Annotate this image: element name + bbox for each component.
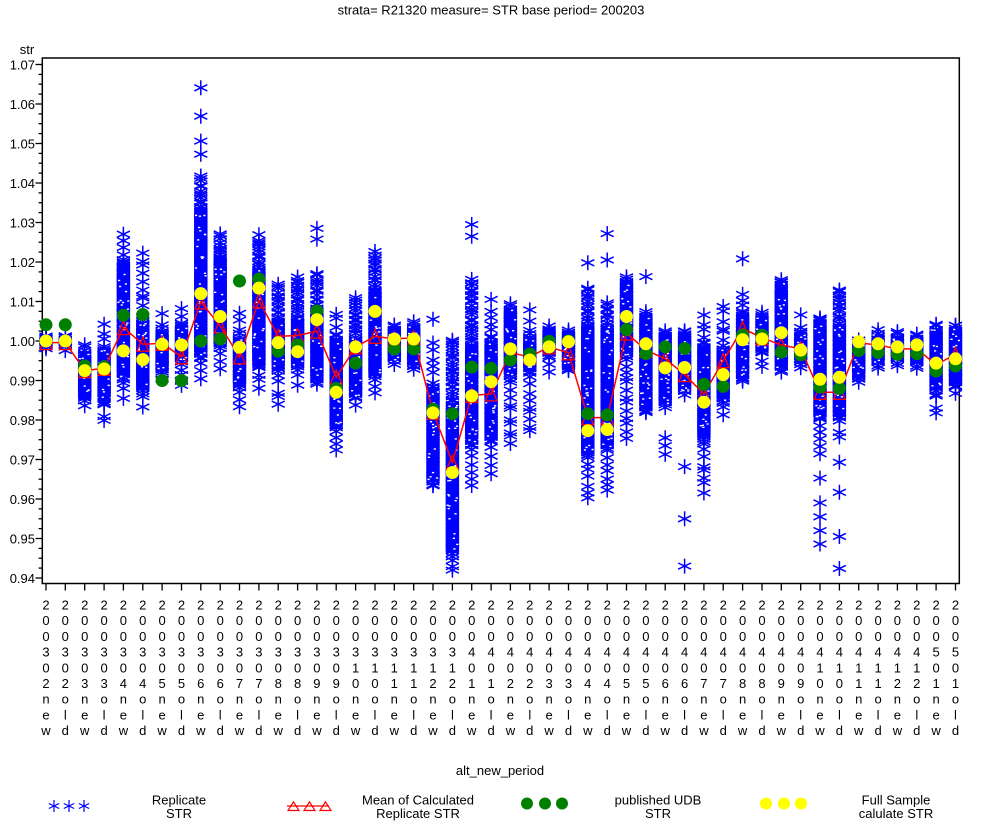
svg-text:published UDB: published UDB xyxy=(615,793,702,808)
svg-text:Mean of Calculated: Mean of Calculated xyxy=(362,793,474,808)
svg-text:0.94: 0.94 xyxy=(10,571,35,586)
svg-text:1.00: 1.00 xyxy=(10,334,35,349)
svg-text:alt_new_period: alt_new_period xyxy=(456,763,544,778)
svg-text:000000000000000000000000000000: 0000000000000000000000000000000000000000… xyxy=(42,613,959,628)
svg-text:1.03: 1.03 xyxy=(10,216,35,231)
svg-text:calulate STR: calulate STR xyxy=(859,806,933,821)
svg-text:str: str xyxy=(20,42,35,57)
svg-text:1.05: 1.05 xyxy=(10,137,35,152)
svg-text:Replicate STR: Replicate STR xyxy=(376,806,460,821)
svg-text:wdwdwdwdwdwdwdwdwdwdwdwdwdwdwd: wdwdwdwdwdwdwdwdwdwdwdwdwdwdwdwdwdwdwdwd… xyxy=(40,723,959,738)
svg-text:1.01: 1.01 xyxy=(10,295,35,310)
svg-text:0.99: 0.99 xyxy=(10,374,35,389)
svg-text:000000000000000000000000000000: 0000000000000000000000000000000000000000… xyxy=(42,629,959,644)
svg-text:0.98: 0.98 xyxy=(10,413,35,428)
svg-text:1.04: 1.04 xyxy=(10,176,35,191)
svg-text:strata= R21320 measure= STR: strata= R21320 measure= STR base period=… xyxy=(338,3,645,18)
svg-text:Full Sample: Full Sample xyxy=(862,793,931,808)
svg-text:Replicate: Replicate xyxy=(152,793,206,808)
svg-text:1.06: 1.06 xyxy=(10,97,35,112)
svg-text:000000000000000011111100000000: 0000000000000000111111000000000000000000… xyxy=(42,660,959,675)
svg-text:1.02: 1.02 xyxy=(10,255,35,270)
svg-text:nonononononononononononononono: nononononononononononononononononononono… xyxy=(42,692,959,707)
svg-text:STR: STR xyxy=(166,806,192,821)
svg-text:222222222222222222222222222222: 2222222222222222222222222222222222222222… xyxy=(42,598,959,613)
svg-text:elelelelelelelelelelelelelelel: elelelelelelelelelelelelelelelelelelelel… xyxy=(42,707,957,722)
svg-text:0.96: 0.96 xyxy=(10,492,35,507)
svg-text:223344556677889900112211223344: 2233445566778899001122112233445566778899… xyxy=(42,676,959,691)
svg-text:333333333333333333333344444444: 3333333333333333333333444444444444444444… xyxy=(42,645,959,660)
svg-text:0.95: 0.95 xyxy=(10,532,35,547)
svg-text:1.07: 1.07 xyxy=(10,58,35,73)
svg-text:0.97: 0.97 xyxy=(10,453,35,468)
svg-text:STR: STR xyxy=(645,806,671,821)
